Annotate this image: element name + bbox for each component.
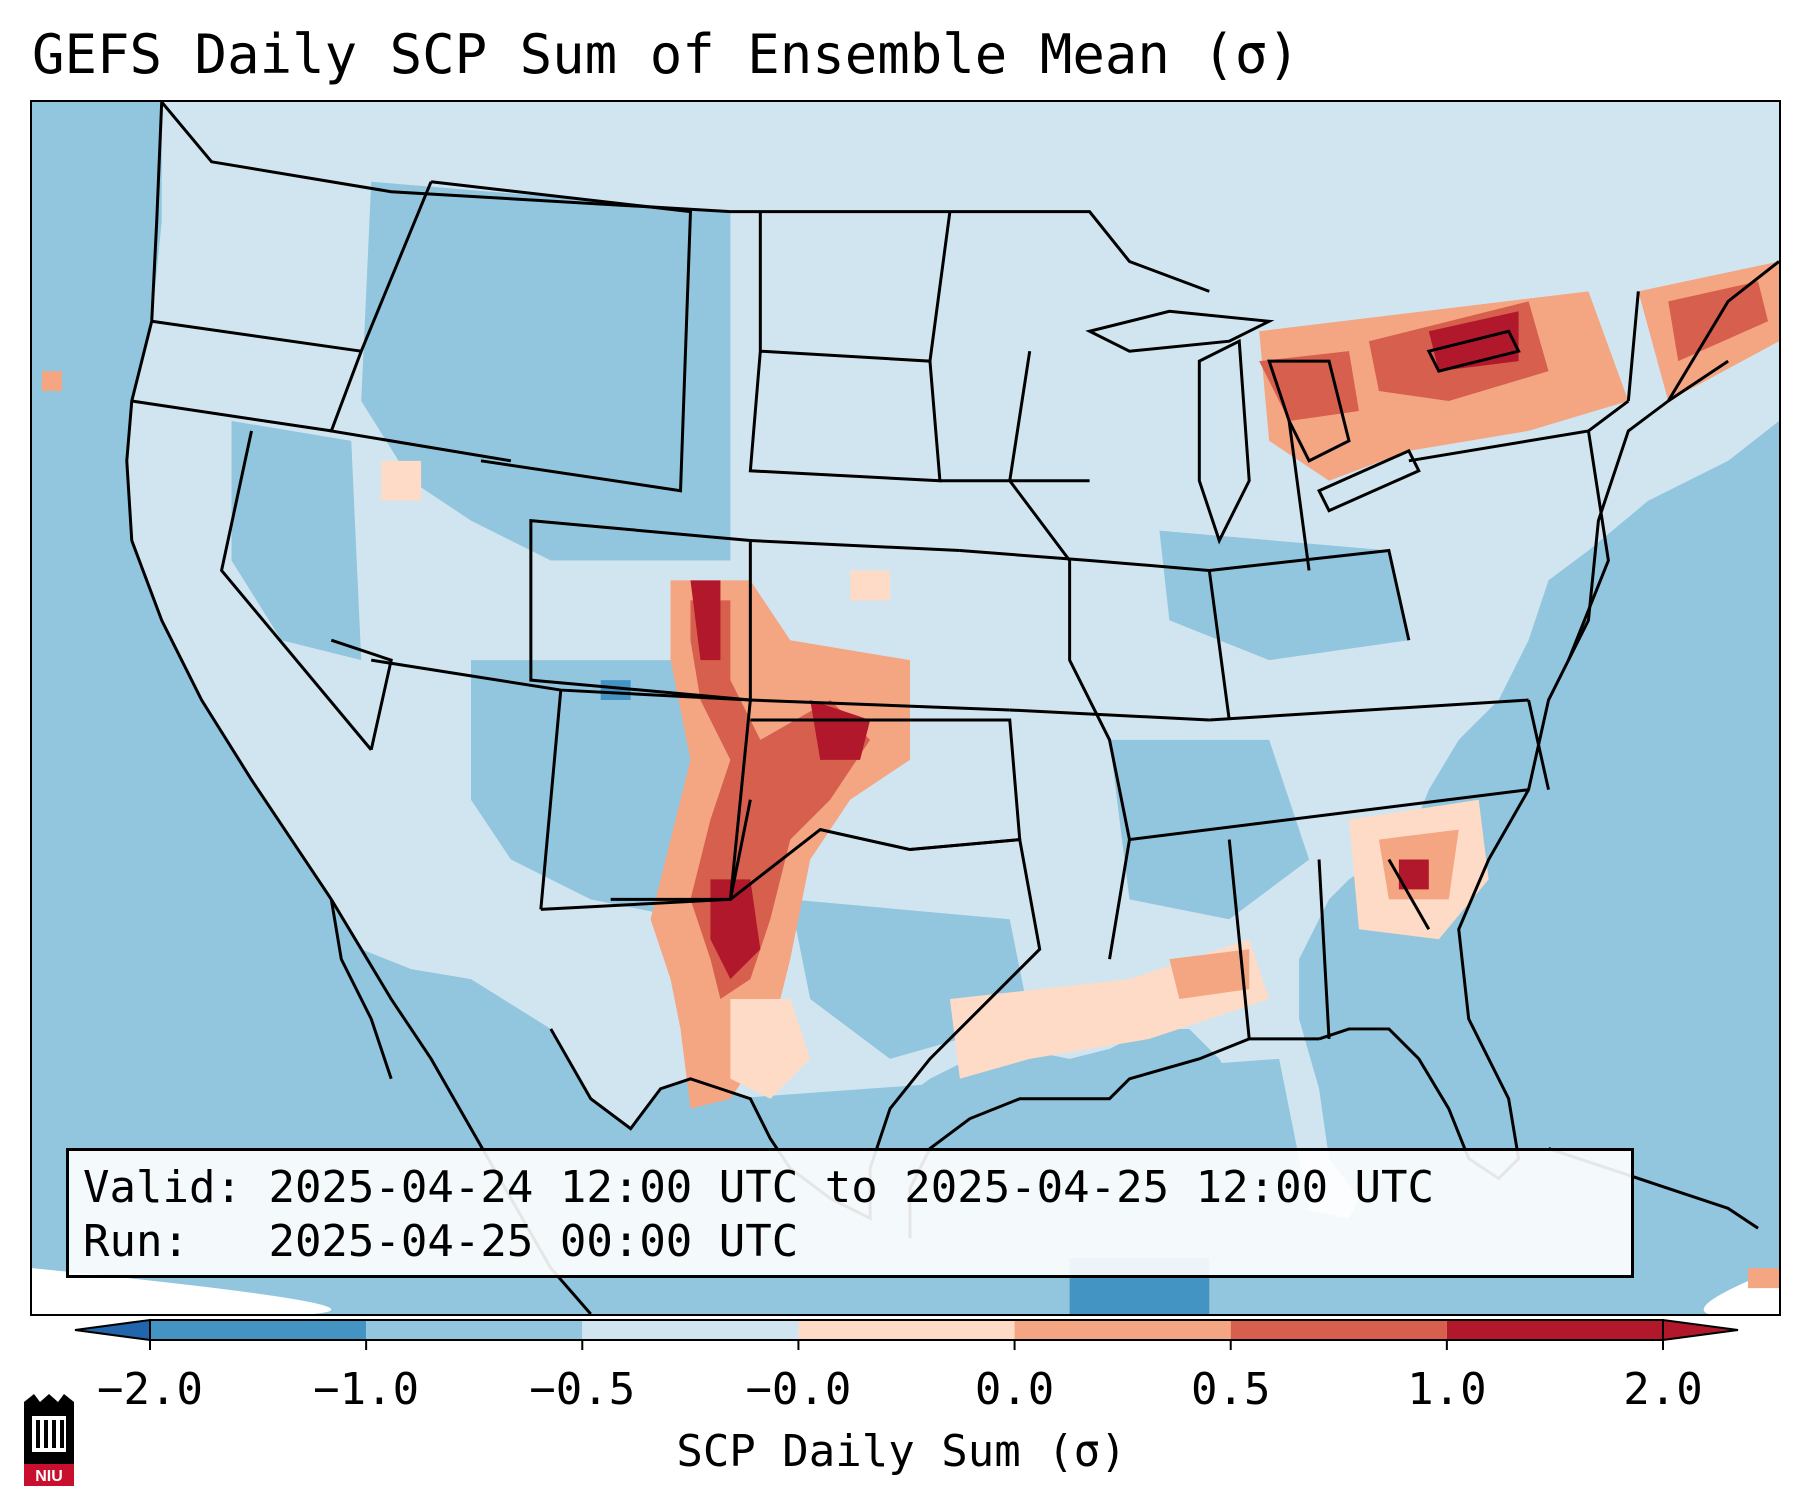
borders (125, 102, 1779, 1314)
colorbar-bin-4 (1014, 1320, 1231, 1340)
patch-great-basin (231, 420, 362, 661)
colorbar-svg (74, 1318, 1739, 1350)
patch-rockies (361, 181, 731, 561)
scp-kansas-spots (850, 570, 891, 601)
colorbar-bin-6 (1446, 1320, 1663, 1340)
colorbar-bin-5 (1230, 1320, 1447, 1340)
state-or-ca (131, 399, 332, 433)
patch-ohio-valley (1159, 530, 1409, 661)
scp-colorado-dark-blue (600, 680, 631, 701)
lake-superior (1085, 309, 1275, 353)
run-label: Run: (83, 1216, 189, 1267)
scp-gulf-coast-inner (1169, 949, 1250, 1000)
us-canada-border (160, 102, 1210, 293)
colorbar-extend-high (1662, 1318, 1739, 1342)
colorbar-tick-label: −1.0 (313, 1364, 420, 1415)
state-montana-wyoming (430, 180, 693, 493)
scp-oregon-spot (41, 371, 62, 392)
scp-caribbean-spot (1748, 1268, 1779, 1289)
state-dakotas (748, 211, 952, 483)
run-value: 2025-04-25 00:00 UTC (268, 1216, 799, 1267)
colorbar-extend-low (74, 1318, 151, 1342)
scp-west-tx-tail (730, 999, 811, 1099)
scp-colorado-max (690, 580, 721, 661)
east-coast (1318, 260, 1779, 1181)
state-nebraska-kansas (750, 539, 1010, 712)
state-midwest (939, 479, 1231, 722)
scp-new-england-core (1668, 281, 1769, 362)
lake-ontario (1426, 329, 1521, 373)
state-nevada-utah (219, 430, 393, 751)
chart-title: GEFS Daily SCP Sum of Ensemble Mean (σ) (32, 23, 1300, 86)
scp-southeast-max (1398, 859, 1429, 890)
run-row: Run: 2025-04-25 00:00 UTC (83, 1215, 1617, 1269)
colorbar-tick-label: −0.0 (745, 1364, 852, 1415)
state-wa-or (151, 319, 362, 353)
niu-logo: NIU (24, 1394, 74, 1486)
colorbar-bin-2 (582, 1320, 799, 1340)
colorbar-tick-label: 0.5 (1190, 1364, 1271, 1415)
colorbar-tick-label: −0.5 (529, 1364, 636, 1415)
colorbar-bin-1 (366, 1320, 583, 1340)
colorbar: −2.0 −1.0 −0.5 −0.0 0.0 0.5 1.0 2.0 SCP Daily S… (0, 1316, 1803, 1506)
domain-edge-bottom-left (32, 1268, 331, 1314)
valid-time-box: Valid: 2025-04-24 12:00 UTC to 2025-04-2… (66, 1148, 1634, 1278)
state-idaho (329, 181, 512, 463)
lake-michigan (1197, 338, 1251, 545)
scp-positive-areas (41, 261, 1779, 1289)
patch-southwest (470, 660, 691, 920)
colorbar-bin-0 (150, 1320, 367, 1340)
valid-row: Valid: 2025-04-24 12:00 UTC to 2025-04-2… (83, 1161, 1617, 1215)
colorbar-tick-label: 2.0 (1623, 1364, 1703, 1415)
colorbar-tick-label: 1.0 (1407, 1364, 1487, 1415)
lake-erie (1317, 448, 1421, 513)
colorbar-outline (149, 1319, 1664, 1341)
coastline-west (125, 102, 363, 950)
valid-value: 2025-04-24 12:00 UTC to 2025-04-25 12:00… (268, 1162, 1435, 1213)
lake-huron (1267, 359, 1351, 463)
state-northeast (1567, 291, 1729, 661)
scp-colorado-spots (381, 460, 422, 501)
colorbar-tick-label: −2.0 (97, 1364, 203, 1415)
colorbar-tick-label: 0.0 (974, 1364, 1055, 1415)
map-panel (30, 100, 1781, 1316)
colorbar-label: SCP Daily Sum (σ) (676, 1426, 1127, 1477)
colorbar-bin-3 (798, 1320, 1015, 1340)
state-four-corners (370, 658, 752, 910)
scp-texas-max (710, 879, 761, 980)
valid-label: Valid: (83, 1162, 242, 1213)
logo-text: NIU (35, 1468, 63, 1485)
map-svg (32, 102, 1779, 1314)
state-southeast (1129, 698, 1550, 1040)
